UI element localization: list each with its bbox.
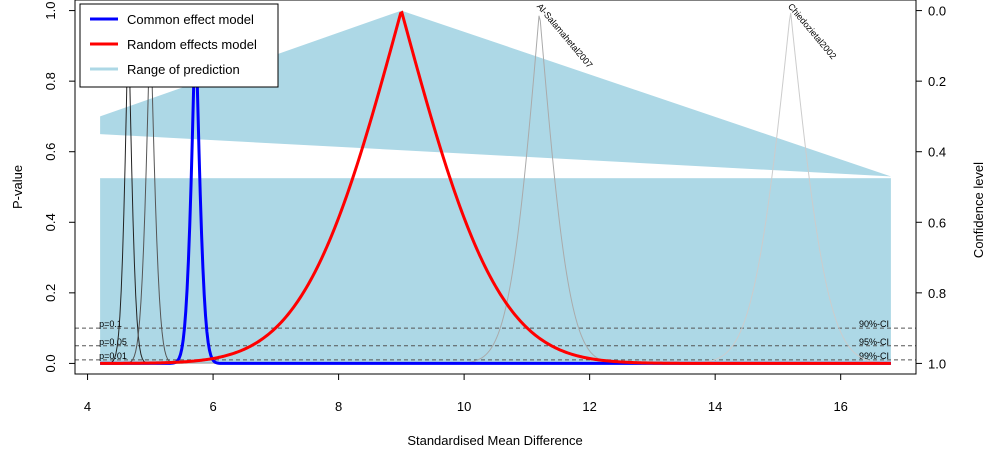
x-tick-label: 10 (457, 399, 471, 414)
reference-lines: p=0.1 90%-CI p=0.05 95%-CI p=0.01 99%-CI (75, 319, 916, 361)
y-tick-label-left: 1.0 (43, 2, 58, 20)
y-tick-label-right: 0.4 (928, 145, 946, 160)
y-axis-label-right: Confidence level (971, 162, 985, 258)
x-tick-label: 4 (84, 399, 91, 414)
y-tick-label-left: 0.6 (43, 143, 58, 161)
model-curves (100, 10, 891, 365)
x-tick-label: 16 (833, 399, 847, 414)
x-axis-label: Standardised Mean Difference (407, 433, 582, 448)
x-tick-label: 8 (335, 399, 342, 414)
axes: 4 6 8 10 12 14 16 0.0 0.2 0.4 0.6 0.8 1.0 0.0 0.2 0.4 0.… (43, 2, 946, 414)
legend-label-prediction: Range of prediction (127, 62, 240, 77)
y-tick-label-left: 0.2 (43, 284, 58, 302)
plot-frame (74, 0, 917, 375)
y-tick-label-right: 0.6 (928, 215, 946, 230)
study-label: Chiedozietal2002 (786, 1, 838, 61)
y-tick-label-left: 0.0 (43, 354, 58, 372)
prediction-range-upper (100, 10, 891, 177)
random-effects-curve (100, 10, 891, 365)
x-tick-label: 14 (708, 399, 722, 414)
y-axis-label-left: P-value (10, 165, 25, 209)
reference-line-label-left: p=0.05 (99, 337, 127, 347)
y-tick-label-right: 0.2 (928, 74, 946, 89)
y-tick-label-left: 0.8 (43, 72, 58, 90)
y-tick-label-right: 1.0 (928, 356, 946, 371)
y-tick-label-left: 0.4 (43, 213, 58, 231)
reference-line-label-right: 99%-CI (859, 351, 889, 361)
reference-line-label-right: 90%-CI (859, 319, 889, 329)
reference-line-label-left: p=0.01 (99, 351, 127, 361)
y-tick-label-right: 0.0 (928, 4, 946, 19)
prediction-range-lower (100, 178, 891, 364)
reference-line-label-right: 95%-CI (859, 337, 889, 347)
y-tick-label-right: 0.8 (928, 286, 946, 301)
x-tick-label: 6 (209, 399, 216, 414)
legend: Common effect model Random effects model… (79, 3, 279, 88)
legend-label-common: Common effect model (127, 12, 254, 27)
legend-label-random: Random effects model (127, 37, 257, 52)
prediction-range (100, 10, 891, 364)
x-tick-label: 12 (582, 399, 596, 414)
reference-line-label-left: p=0.1 (99, 319, 122, 329)
